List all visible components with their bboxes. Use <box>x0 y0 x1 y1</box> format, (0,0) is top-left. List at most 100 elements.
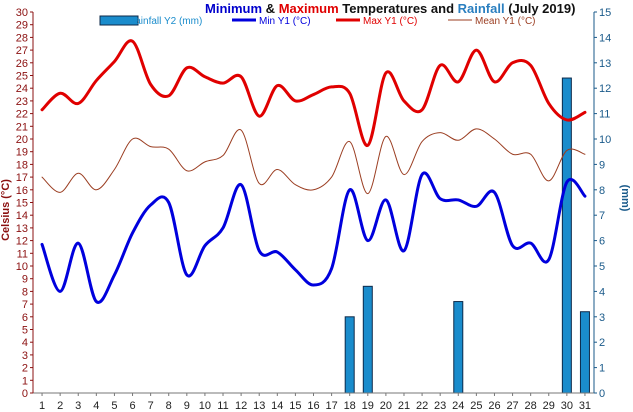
y-left-tick-label: 23 <box>16 96 28 108</box>
chart-title-part: & <box>262 1 279 16</box>
chart-title-part: Minimum <box>205 1 262 16</box>
y-left-tick-label: 18 <box>16 159 28 171</box>
rainfall-bars <box>344 77 590 394</box>
x-tick-label: 28 <box>525 400 537 412</box>
y-left-tick-label: 25 <box>16 71 28 83</box>
y-left-tick-label: 5 <box>22 325 28 337</box>
y-right-tick-label: 13 <box>599 58 611 70</box>
series-line-max <box>40 39 587 147</box>
x-tick-label: 7 <box>148 400 154 412</box>
x-tick-label: 2 <box>57 400 63 412</box>
y-left-tick-label: 11 <box>17 248 28 260</box>
y-right-tick-label: 0 <box>599 388 605 400</box>
chart-title-part: Rainfall <box>458 1 505 16</box>
y-left-tick-label: 12 <box>16 236 28 248</box>
x-tick-label: 20 <box>380 400 392 412</box>
x-tick-label: 29 <box>543 400 555 412</box>
y-left-tick-label: 4 <box>22 337 28 349</box>
y-left-tick-label: 8 <box>22 286 28 298</box>
x-tick-label: 9 <box>184 400 190 412</box>
y-left-tick-label: 9 <box>22 274 28 286</box>
x-tick-label: 25 <box>470 400 482 412</box>
y-left-tick-label: 15 <box>16 198 28 210</box>
chart-title-part: Maximum <box>279 1 339 16</box>
x-tick-label: 24 <box>452 400 464 412</box>
x-tick-label: 22 <box>416 400 428 412</box>
x-tick-label: 5 <box>111 400 117 412</box>
y-left-tick-label: 14 <box>16 210 28 222</box>
y-right-tick-label: 11 <box>599 109 610 121</box>
legend-swatch-rainfall <box>99 15 139 26</box>
y-right-tick-label: 14 <box>599 32 611 44</box>
x-tick-label: 1 <box>39 400 45 412</box>
x-tick-label: 19 <box>362 400 374 412</box>
y-left-tick-label: 21 <box>16 121 28 133</box>
y-left-tick-label: 26 <box>16 58 28 70</box>
y-right-tick-label: 2 <box>599 337 605 349</box>
y-right-tick-label: 6 <box>599 236 605 248</box>
y-right-tick-label: 7 <box>599 210 605 222</box>
y-left-tick-label: 7 <box>22 299 28 311</box>
rainfall-bar <box>579 311 590 394</box>
y-left-tick-label: 1 <box>22 375 28 387</box>
y-left-tick-label: 13 <box>16 223 28 235</box>
rainfall-bar <box>344 316 355 394</box>
y-axis-right-label: (mm) <box>619 185 631 212</box>
y-left-tick-label: 0 <box>22 388 28 400</box>
x-tick-label: 8 <box>166 400 172 412</box>
x-tick-label: 27 <box>506 400 518 412</box>
x-tick-label: 14 <box>271 400 283 412</box>
y-left-tick-label: 2 <box>22 363 28 375</box>
series-line-min <box>40 171 587 304</box>
x-tick-label: 18 <box>344 400 356 412</box>
legend-label: Rainfall Y2 (mm) <box>128 16 202 27</box>
rainfall-bar <box>453 301 464 394</box>
y-left-tick-label: 10 <box>16 261 28 273</box>
y-left-tick-label: 22 <box>16 109 28 121</box>
x-tick-label: 11 <box>217 400 228 412</box>
y-left-tick-label: 20 <box>16 134 28 146</box>
y-right-tick-label: 5 <box>599 261 605 273</box>
y-left-tick-label: 16 <box>16 185 28 197</box>
x-tick-label: 16 <box>307 400 319 412</box>
y-axis-left-label: Celsius (°C) <box>0 179 12 241</box>
rainfall-bar <box>362 285 373 394</box>
x-tick-label: 31 <box>579 400 591 412</box>
chart-title-part: (July 2019) <box>505 1 576 16</box>
x-tick-label: 12 <box>235 400 247 412</box>
x-tick-label: 17 <box>325 400 337 412</box>
legend: Rainfall Y2 (mm) Min Y1 (°C) Max Y1 (°C) Me… <box>99 15 536 27</box>
y-right-tick-label: 8 <box>599 185 605 197</box>
x-tick-label: 30 <box>561 400 573 412</box>
y-left-tick-label: 3 <box>22 350 28 362</box>
x-tick-label: 3 <box>75 400 81 412</box>
axes: 0123456789101112131415161718192021222324… <box>16 7 612 412</box>
y-left-tick-label: 24 <box>16 83 28 95</box>
x-tick-label: 4 <box>93 400 99 412</box>
x-tick-label: 6 <box>129 400 135 412</box>
y-left-tick-label: 27 <box>16 45 28 57</box>
y-right-tick-label: 10 <box>599 134 611 146</box>
chart-title-part: Temperatures and <box>339 1 458 16</box>
x-tick-label: 23 <box>434 400 446 412</box>
y-right-tick-label: 12 <box>599 83 611 95</box>
x-tick-label: 13 <box>253 400 265 412</box>
y-right-tick-label: 1 <box>599 363 605 375</box>
y-right-tick-label: 4 <box>599 286 605 298</box>
legend-label: Max Y1 (°C) <box>363 16 417 27</box>
legend-label: Mean Y1 (°C) <box>475 16 536 27</box>
y-left-tick-label: 30 <box>16 7 28 19</box>
y-left-tick-label: 28 <box>16 32 28 44</box>
y-left-tick-label: 6 <box>22 312 28 324</box>
x-tick-label: 15 <box>289 400 301 412</box>
series-line-mean <box>41 128 586 195</box>
y-left-tick-label: 29 <box>16 20 28 32</box>
y-right-tick-label: 9 <box>599 159 605 171</box>
y-right-tick-label: 15 <box>599 7 611 19</box>
rainfall-bar <box>561 77 572 394</box>
x-tick-label: 26 <box>488 400 500 412</box>
y-left-tick-label: 19 <box>16 147 28 159</box>
x-tick-label: 10 <box>199 400 211 412</box>
x-tick-label: 21 <box>398 400 410 412</box>
